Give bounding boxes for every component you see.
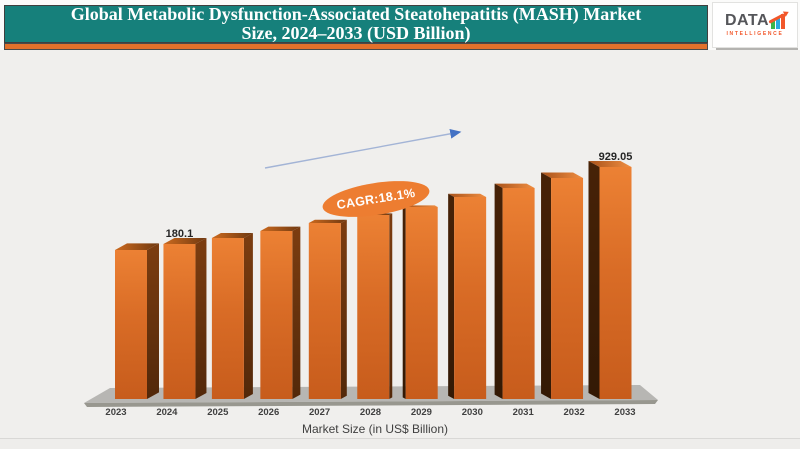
bar-front-face — [599, 167, 632, 399]
x-axis-title: Market Size (in US$ Billion) — [301, 422, 449, 436]
x-tick-2024: 2024 — [156, 407, 178, 418]
bar-side-face — [541, 172, 552, 399]
x-tick-2028: 2028 — [359, 407, 382, 418]
bar-top-face — [541, 172, 584, 178]
bar-value-label-2033: 929.05 — [598, 151, 633, 163]
x-tick-2029: 2029 — [410, 407, 432, 418]
bar-2032 — [541, 172, 584, 399]
bar-front-face — [357, 215, 390, 399]
bar-2028 — [357, 213, 393, 399]
x-tick-2027: 2027 — [309, 407, 331, 418]
x-tick-2025: 2025 — [207, 407, 229, 418]
bar-top-face — [308, 219, 347, 223]
bar-value-label-2024: 180.1 — [165, 228, 194, 240]
bar-side-face — [147, 243, 159, 399]
logo-shadow — [716, 48, 798, 51]
bar-front-face — [163, 244, 196, 399]
logo-subtext: INTELLIGENCE — [726, 31, 784, 37]
bar-top-face — [448, 193, 487, 197]
bar-2026 — [260, 226, 301, 399]
bar-front-face — [115, 250, 147, 399]
bar-side-face — [588, 160, 600, 399]
bars-group — [115, 160, 632, 399]
bar-side-face — [494, 183, 503, 399]
bar-side-face — [340, 219, 347, 399]
bar-front-face — [211, 238, 244, 399]
bottom-strip — [0, 438, 800, 449]
logo-row: DATA — [724, 9, 791, 29]
bar-2029 — [402, 205, 438, 399]
x-tick-2032: 2032 — [563, 407, 585, 418]
logo-bar-green — [771, 21, 776, 29]
bar-front-face — [551, 178, 584, 399]
bar-side-face — [292, 226, 301, 399]
bar-side-face — [389, 213, 393, 399]
title-band: Global Metabolic Dysfunction-Associated … — [4, 5, 708, 43]
logo-bar-blue — [776, 18, 781, 29]
bar-top-face — [115, 243, 159, 250]
bar-top-face — [494, 183, 535, 188]
logo: DATA INTELLIGENCE — [712, 2, 798, 48]
bar-front-face — [308, 223, 341, 399]
bar-2030 — [448, 193, 487, 399]
bar-top-face — [163, 237, 207, 244]
bar-2031 — [494, 183, 535, 399]
logo-bar-orange — [781, 14, 786, 29]
x-tick-2031: 2031 — [512, 407, 534, 418]
bar-top-face — [211, 233, 253, 238]
trend-arrow — [264, 128, 462, 169]
bar-2033 — [588, 160, 632, 399]
bar-side-face — [195, 237, 207, 399]
chart-title-line2: Size, 2024–2033 (USD Billion) — [241, 23, 471, 43]
bar-chart-canvas — [84, 128, 658, 407]
bar-2024 — [163, 237, 207, 399]
bar-front-face — [405, 207, 438, 399]
logo-text: DATA — [724, 12, 770, 29]
bar-side-face — [448, 193, 455, 399]
accent-strip — [4, 43, 708, 50]
chart-panel: CAGR:18.1% 180.1 929.05 2023 2024 2025 2026 2… — [0, 50, 800, 449]
bar-side-face — [243, 233, 253, 399]
chart-floor-edge — [84, 400, 658, 407]
bar-front-face — [260, 231, 293, 399]
bar-top-face — [588, 160, 632, 167]
bar-front-face — [502, 188, 535, 399]
bar-2027 — [308, 219, 347, 399]
bar-2023 — [115, 243, 159, 399]
bar-front-face — [454, 197, 487, 399]
x-tick-2033: 2033 — [614, 407, 636, 418]
logo-bar-chart-icon — [768, 9, 791, 29]
x-tick-2030: 2030 — [461, 407, 483, 418]
bar-top-face — [260, 226, 301, 231]
chart-title-line1: Global Metabolic Dysfunction-Associated … — [70, 4, 642, 24]
bar-side-face — [402, 205, 406, 399]
bar-2025 — [211, 233, 253, 399]
x-tick-2026: 2026 — [258, 407, 280, 418]
x-tick-2023: 2023 — [105, 407, 127, 418]
